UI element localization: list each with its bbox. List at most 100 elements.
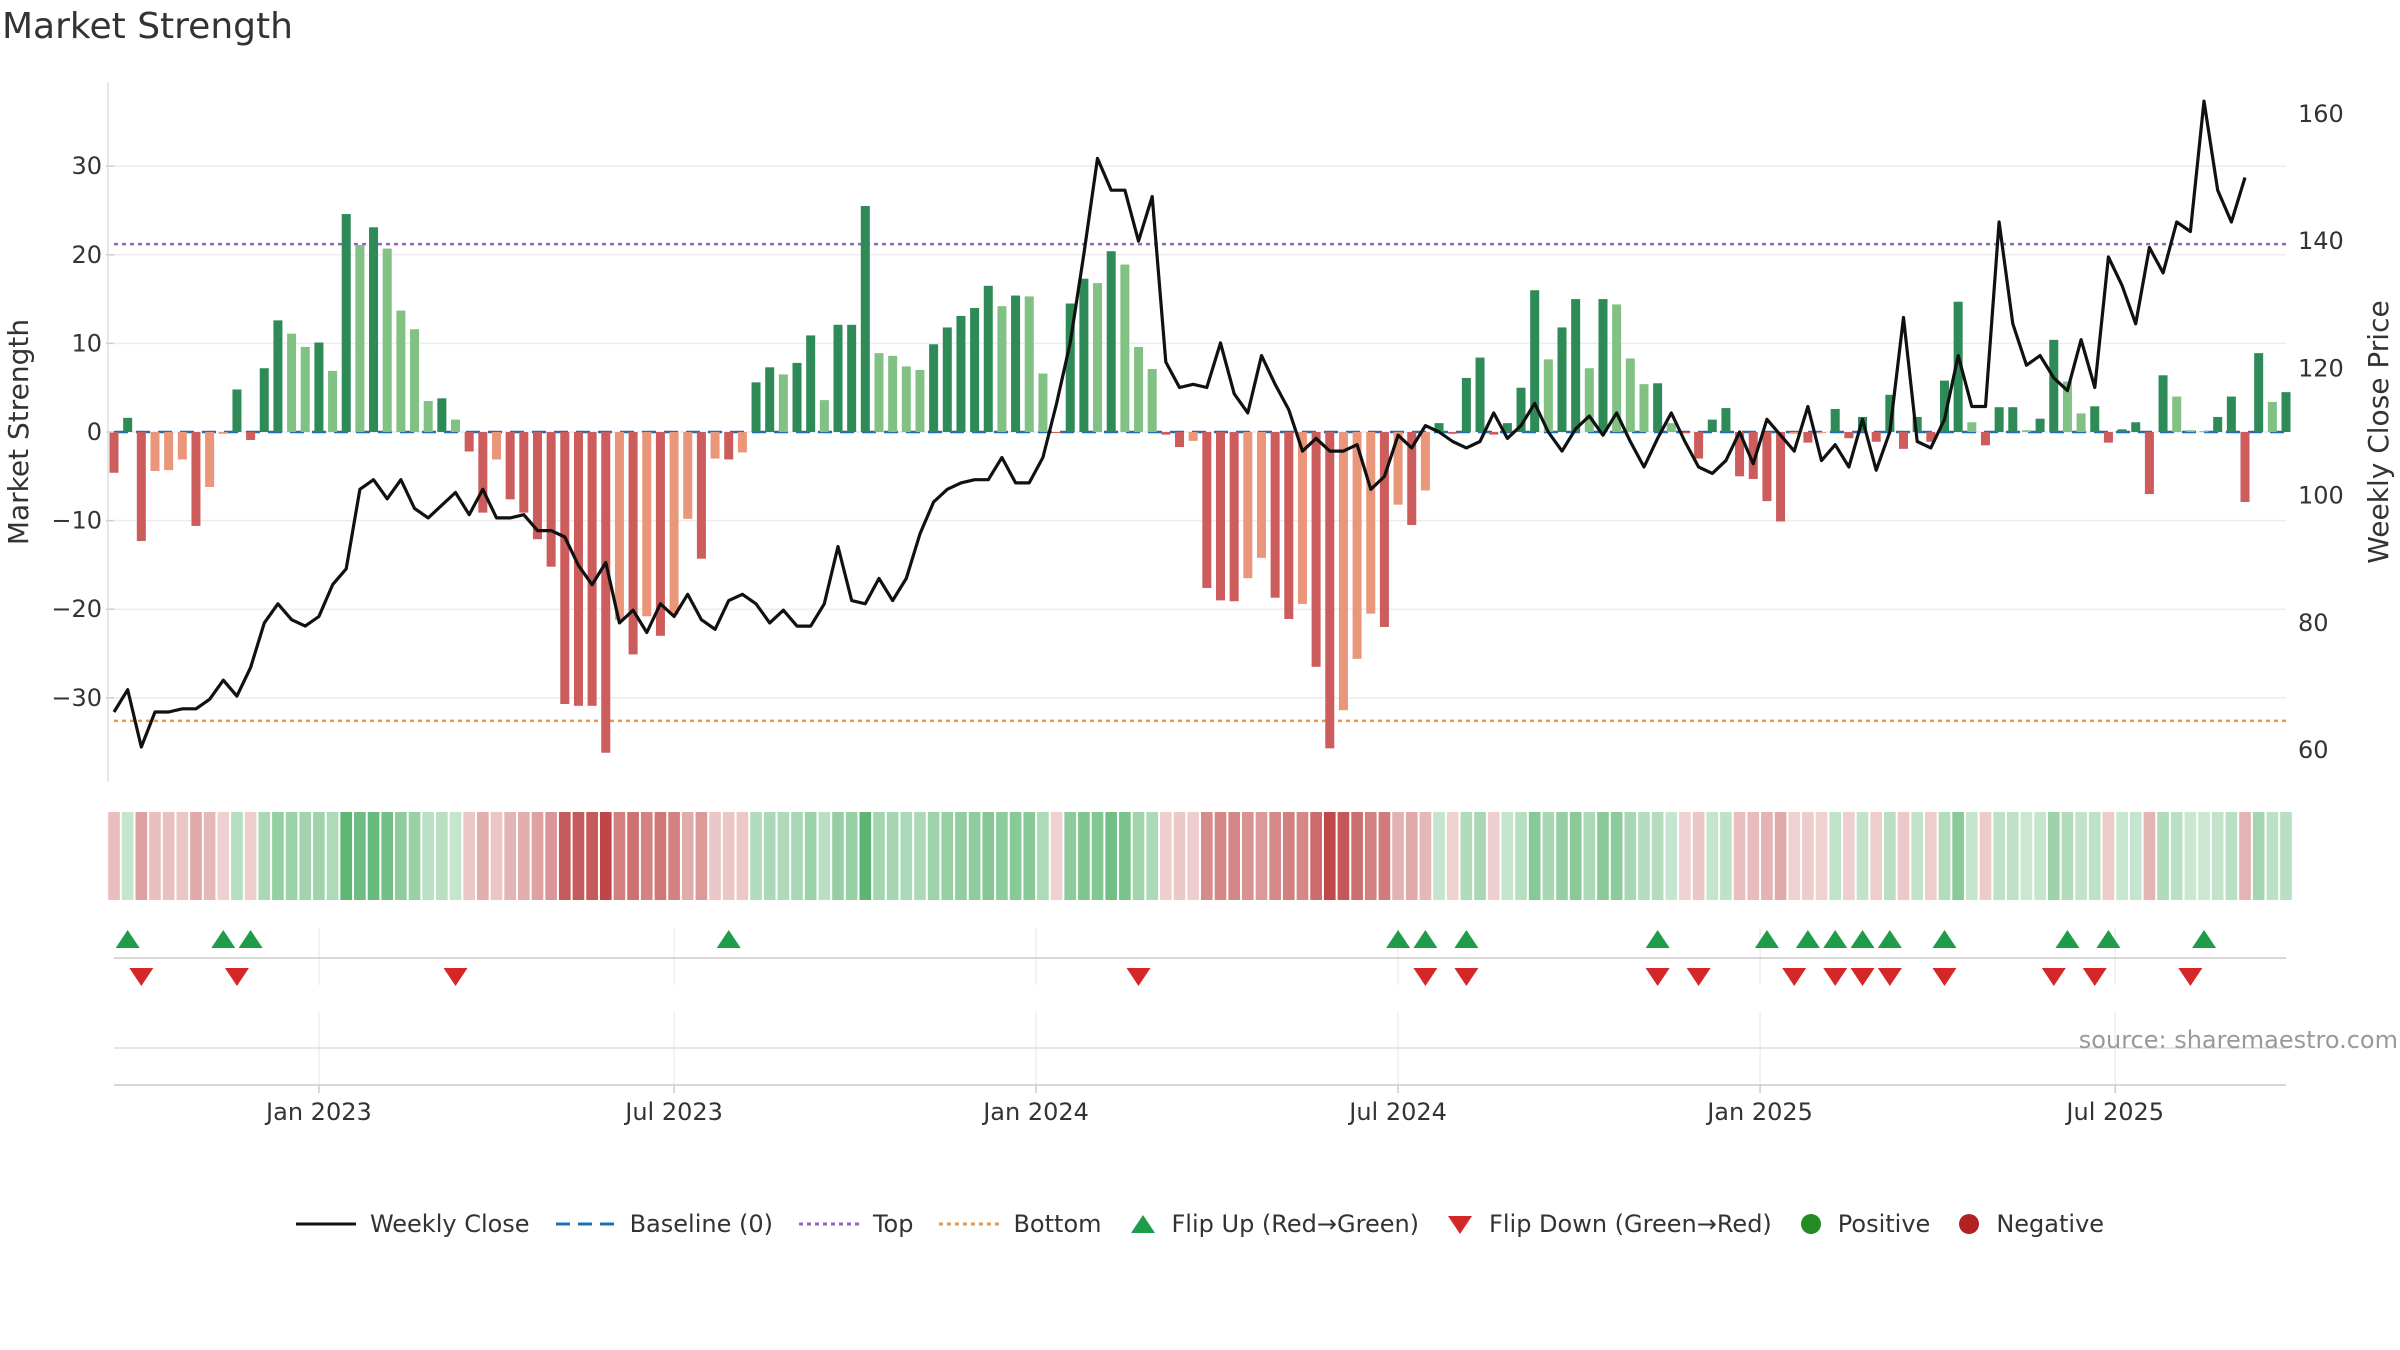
- flip-up-marker: [2055, 930, 2080, 948]
- legend-item-flip-up: Flip Up (Red→Green): [1128, 1210, 1420, 1238]
- heat-cell: [1255, 812, 1268, 900]
- heat-cell: [1037, 812, 1049, 900]
- strength-bar: [819, 400, 829, 432]
- strength-bar: [2199, 431, 2209, 433]
- strength-bar: [1134, 346, 1144, 432]
- strength-bar: [451, 419, 461, 432]
- y-tick-label-right: 60: [2298, 736, 2329, 764]
- strength-bar: [942, 327, 952, 432]
- heat-cell: [1364, 812, 1377, 900]
- heat-cell: [1993, 812, 2005, 900]
- heat-cell: [1911, 812, 1923, 900]
- heat-cell: [968, 812, 981, 900]
- strength-bar: [669, 432, 679, 615]
- flip-up-marker: [1386, 930, 1411, 948]
- heat-cell: [1474, 812, 1486, 900]
- strength-bar: [437, 398, 447, 432]
- heat-cell: [2157, 812, 2169, 900]
- strength-bar: [2254, 353, 2264, 432]
- heat-cell: [668, 812, 680, 900]
- x-tick-label: Jul 2023: [623, 1098, 723, 1126]
- heat-cell: [572, 812, 585, 900]
- strength-bar: [2049, 339, 2059, 432]
- heat-cell: [2102, 812, 2115, 900]
- y-axis-title-right: Weekly Close Price: [2362, 300, 2395, 563]
- heat-cell: [2129, 812, 2142, 900]
- y-tick-label-left: 30: [71, 152, 102, 180]
- heat-cell: [941, 812, 954, 900]
- heat-cell: [1405, 812, 1418, 900]
- strength-bar: [1202, 432, 1212, 588]
- strength-bar: [150, 432, 160, 471]
- strength-bar: [2240, 432, 2250, 502]
- heat-cell: [1679, 812, 1691, 900]
- heat-cell: [1952, 812, 1964, 900]
- heat-cell: [381, 812, 394, 900]
- legend-label: Weekly Close: [369, 1210, 530, 1238]
- heat-cell: [1925, 812, 1937, 900]
- heat-cell: [1064, 812, 1077, 900]
- heat-cell: [1774, 812, 1787, 900]
- heat-cell: [1419, 812, 1432, 900]
- heat-cell: [654, 812, 667, 900]
- legend-item-weekly-close: Weekly Close: [295, 1210, 530, 1238]
- strength-bar: [1844, 432, 1854, 439]
- y-tick-label-right: 100: [2298, 482, 2344, 510]
- strength-bar: [1093, 283, 1103, 432]
- strength-bar: [1393, 432, 1403, 505]
- legend: Weekly Close Baseline (0) Top Bottom Fli…: [0, 1210, 2400, 1238]
- heat-cell: [640, 812, 653, 900]
- legend-item-top: Top: [798, 1210, 913, 1238]
- flip-up-marker: [211, 930, 236, 948]
- strength-bar: [1666, 423, 1676, 432]
- strength-bar: [328, 370, 338, 432]
- heat-cell: [1788, 812, 1801, 900]
- strength-bar: [396, 310, 406, 432]
- heat-cell: [477, 812, 489, 900]
- heat-cell: [2239, 812, 2251, 900]
- heat-cell: [244, 812, 257, 900]
- heat-cell: [1378, 812, 1391, 900]
- strength-bar: [1584, 368, 1594, 432]
- strength-bar: [205, 432, 215, 487]
- strength-bar: [2117, 429, 2127, 432]
- strength-bar: [1352, 432, 1362, 659]
- heat-cell: [1487, 812, 1500, 900]
- heat-cell: [340, 812, 353, 900]
- strength-bar: [1325, 432, 1335, 749]
- strength-bar: [2158, 375, 2168, 432]
- strength-bar: [573, 432, 583, 706]
- strength-bar: [123, 417, 133, 432]
- heat-cell: [217, 812, 230, 900]
- heat-cell: [1870, 812, 1883, 900]
- strength-bar: [833, 324, 843, 432]
- strength-bar: [1762, 432, 1772, 502]
- strength-bar: [136, 432, 146, 541]
- heat-cell: [1392, 812, 1404, 900]
- heat-cell: [859, 812, 872, 900]
- heat-cell: [1091, 812, 1104, 900]
- strength-bar: [1639, 384, 1649, 432]
- flip-down-marker: [224, 968, 249, 986]
- legend-label: Bottom: [1013, 1210, 1102, 1238]
- heat-cell: [1761, 812, 1773, 900]
- heat-cell: [517, 812, 530, 900]
- heat-cell: [818, 812, 831, 900]
- strength-bar: [2008, 407, 2018, 432]
- strength-bar: [997, 306, 1007, 432]
- legend-label: Flip Up (Red→Green): [1171, 1210, 1420, 1238]
- heat-cell: [1638, 812, 1650, 900]
- strength-bar: [1065, 303, 1075, 432]
- heat-cell: [1132, 812, 1145, 900]
- heat-cell: [2170, 812, 2183, 900]
- strength-bar: [560, 432, 570, 705]
- strength-bar: [2185, 430, 2195, 432]
- legend-label: Baseline (0): [629, 1210, 773, 1238]
- heat-cell: [149, 812, 161, 900]
- strength-bar: [2062, 381, 2072, 432]
- heat-cell: [1720, 812, 1732, 900]
- heat-cell: [1269, 812, 1281, 900]
- heat-cell: [490, 812, 503, 900]
- heat-cell: [108, 812, 120, 900]
